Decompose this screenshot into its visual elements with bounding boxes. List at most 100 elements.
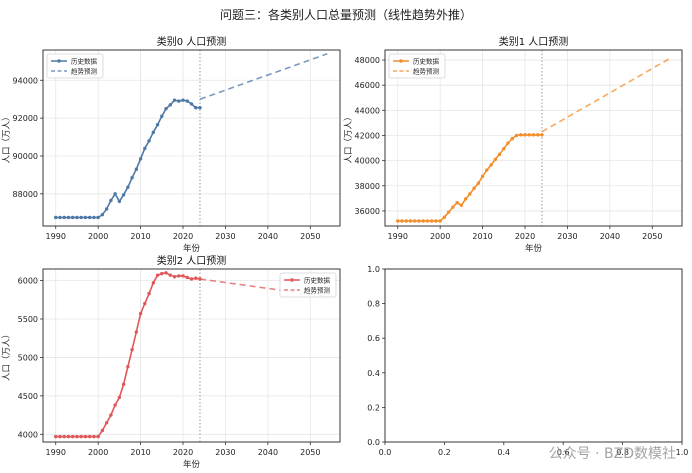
axes-frame <box>42 268 341 443</box>
data-point <box>536 133 540 137</box>
x-tick-label: 2010 <box>130 232 150 241</box>
data-point <box>100 428 105 433</box>
data-point <box>151 281 156 285</box>
x-tick-label: 2010 <box>130 448 150 457</box>
data-point <box>113 403 117 407</box>
data-point <box>117 395 122 400</box>
data-point <box>189 277 194 281</box>
data-point <box>164 271 168 275</box>
series-line-forecast <box>199 278 328 298</box>
data-point <box>168 103 172 107</box>
data-point <box>62 434 66 439</box>
legend-label: 趋势预测 <box>71 67 98 76</box>
legend-label: 趋势预测 <box>413 67 440 76</box>
data-point <box>181 98 185 102</box>
y-tick-label: 4000 <box>18 430 38 439</box>
data-point <box>185 275 189 280</box>
data-point <box>177 274 181 278</box>
x-axis-label: 年份 <box>183 459 201 470</box>
y-tick-label: 0.8 <box>367 300 380 309</box>
x-tick-label: 0.6 <box>557 448 570 457</box>
data-point <box>71 434 75 439</box>
y-tick-label: 4500 <box>18 392 38 401</box>
data-point <box>100 212 105 217</box>
subplot-title: 类别0 人口预测 <box>157 35 227 48</box>
y-axis-label: 人口（万人） <box>1 112 12 163</box>
data-point <box>160 114 164 118</box>
data-point <box>455 201 459 205</box>
subplot-title: 类别1 人口预测 <box>499 35 569 48</box>
y-tick-label: 5500 <box>18 315 38 324</box>
data-point <box>463 197 468 201</box>
data-point <box>75 434 79 439</box>
x-tick-label: 2020 <box>173 448 193 457</box>
watermark-text: 公众号 · BZD数模社 <box>548 446 676 462</box>
data-point <box>510 136 514 141</box>
data-point <box>493 157 498 162</box>
y-tick-label: 0.4 <box>367 369 380 378</box>
x-tick-label: 0.0 <box>379 448 392 457</box>
data-point <box>404 219 408 223</box>
data-point <box>451 205 455 209</box>
data-point <box>147 291 151 296</box>
y-tick-label: 6000 <box>18 277 38 286</box>
data-point <box>62 215 66 220</box>
data-point <box>66 434 71 439</box>
data-point <box>485 168 489 172</box>
data-point <box>147 139 151 143</box>
data-point <box>181 274 185 278</box>
data-point <box>446 210 451 214</box>
legend-box <box>46 53 104 79</box>
x-tick-label: 2000 <box>88 232 108 241</box>
legend-swatch-marker <box>57 59 61 63</box>
data-point <box>66 215 71 220</box>
subplot-title: 类别2 人口预测 <box>157 254 227 267</box>
data-point <box>531 133 536 137</box>
x-tick-label: 1990 <box>46 232 66 241</box>
x-tick-label: 2020 <box>515 232 535 241</box>
y-tick-label: 90000 <box>13 152 38 161</box>
y-tick-label: 0.0 <box>367 438 380 447</box>
data-point <box>54 215 58 220</box>
data-point <box>134 330 139 334</box>
axes-frame <box>384 49 683 227</box>
legend-swatch-marker <box>399 59 403 63</box>
x-tick-label: 2040 <box>258 232 278 241</box>
x-tick-label: 2000 <box>88 448 108 457</box>
x-tick-label: 2030 <box>215 232 235 241</box>
x-tick-label: 2040 <box>258 448 278 457</box>
x-tick-label: 2030 <box>557 232 577 241</box>
data-point <box>54 434 58 439</box>
y-tick-label: 48000 <box>355 56 380 65</box>
data-point <box>130 348 134 352</box>
data-point <box>429 219 434 223</box>
y-axis-label: 人口（万人） <box>343 112 354 163</box>
legend-label: 趋势预测 <box>304 286 331 295</box>
data-point <box>92 215 96 220</box>
data-point <box>396 219 400 223</box>
subplot-2: 1990 2000 2010 2020 2030 2040 2050 4000 4500 5000… <box>1 254 341 470</box>
data-point <box>130 176 134 180</box>
data-point <box>540 133 544 137</box>
data-point <box>172 274 177 279</box>
data-point <box>185 99 189 103</box>
data-point <box>121 193 126 197</box>
y-tick-label: 44000 <box>355 106 380 115</box>
data-point <box>198 106 202 110</box>
y-axis-label: 人口（万人） <box>1 330 12 381</box>
subplot-1: 1990 2000 2010 2020 2030 2040 2050 36000 38000 40… <box>343 35 683 254</box>
data-point <box>172 98 177 102</box>
legend-label: 历史数据 <box>71 57 98 66</box>
data-point <box>87 215 92 220</box>
x-tick-label: 0.4 <box>497 448 510 457</box>
x-tick-label: 2050 <box>642 232 662 241</box>
subplot-3: 0.0 0.2 0.4 0.6 0.8 1.0 0.0 0.2 0.4 0.6 0.8 1.0 <box>367 265 688 457</box>
y-tick-label: 5000 <box>18 353 38 362</box>
y-tick-label: 94000 <box>13 76 38 85</box>
data-point <box>421 219 425 223</box>
data-point <box>83 434 88 439</box>
data-point <box>164 106 168 111</box>
data-point <box>143 301 147 306</box>
